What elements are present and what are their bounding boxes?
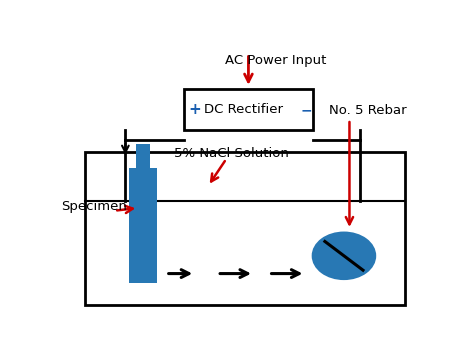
Bar <box>136 144 150 171</box>
Text: 5% NaCl Solution: 5% NaCl Solution <box>174 147 289 160</box>
Text: DC Rectifier: DC Rectifier <box>204 103 283 116</box>
Bar <box>129 168 156 283</box>
Text: No. 5 Rebar: No. 5 Rebar <box>329 104 407 118</box>
Bar <box>184 89 313 130</box>
Text: AC Power Input: AC Power Input <box>225 54 327 66</box>
Bar <box>85 152 404 305</box>
Text: Specimen: Specimen <box>61 200 127 213</box>
Text: +: + <box>189 102 201 117</box>
Text: −: − <box>301 103 312 118</box>
Circle shape <box>313 233 375 279</box>
